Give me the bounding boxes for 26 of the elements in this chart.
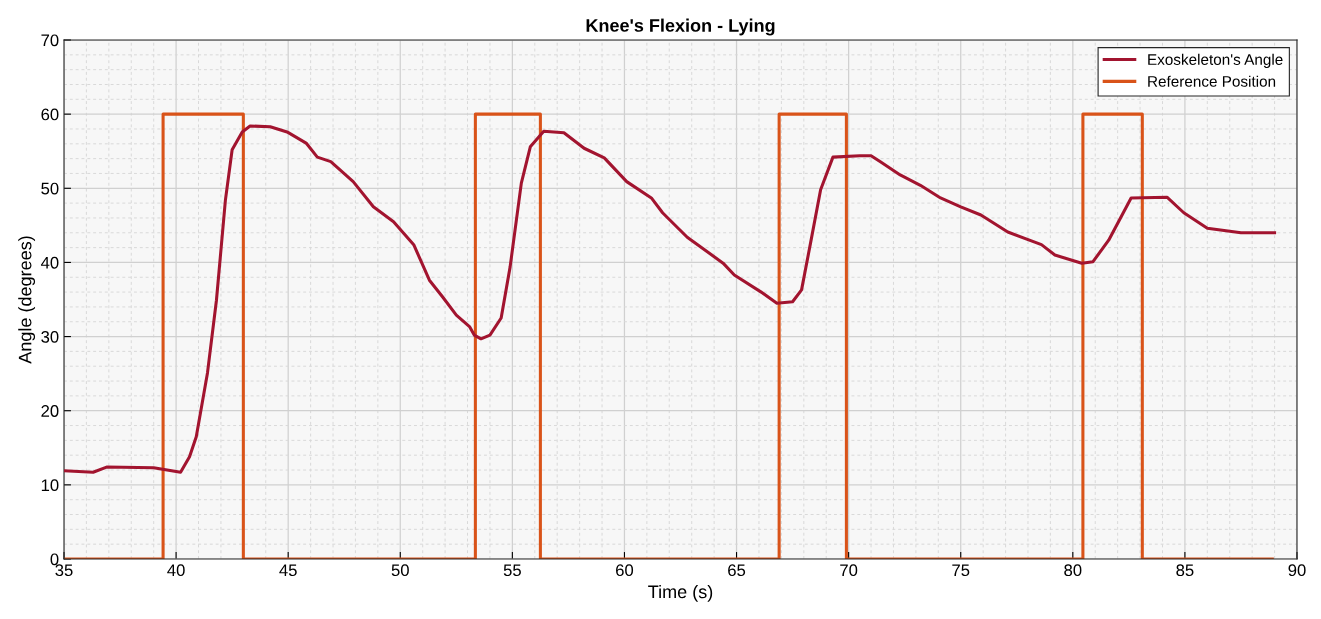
- y-tick-label: 60: [41, 108, 59, 121]
- y-tick-label: 70: [41, 34, 59, 47]
- y-tick-label: 50: [41, 182, 59, 195]
- line-series: [64, 124, 1277, 474]
- x-tick-label: 55: [503, 564, 521, 577]
- x-tick-label: 75: [952, 564, 970, 577]
- x-tick-label: 70: [840, 564, 858, 577]
- x-tick-label: 65: [728, 564, 746, 577]
- x-tick-label: 90: [1288, 564, 1306, 577]
- x-tick-label: 40: [167, 564, 185, 577]
- x-tick-label: 45: [279, 564, 297, 577]
- y-tick-label: 30: [41, 330, 59, 343]
- x-tick-label: 60: [616, 564, 634, 577]
- x-axis-title: Time (s): [648, 584, 713, 602]
- legend-label: Exoskeleton's Angle: [1148, 53, 1283, 68]
- y-tick-label: 10: [41, 479, 59, 492]
- legend-label: Reference Position: [1148, 75, 1276, 87]
- y-axis-title: Angle (degrees): [18, 236, 36, 364]
- chart-title: Knee's Flexion - Lying: [586, 18, 775, 36]
- x-tick-label: 50: [391, 564, 409, 577]
- x-tick-label: 80: [1064, 564, 1082, 577]
- x-tick-label: 35: [55, 564, 73, 577]
- y-tick-label: 40: [40, 256, 59, 269]
- y-tick-label: 0: [50, 553, 59, 566]
- y-tick-label: 20: [41, 405, 59, 417]
- x-tick-label: 85: [1176, 564, 1194, 577]
